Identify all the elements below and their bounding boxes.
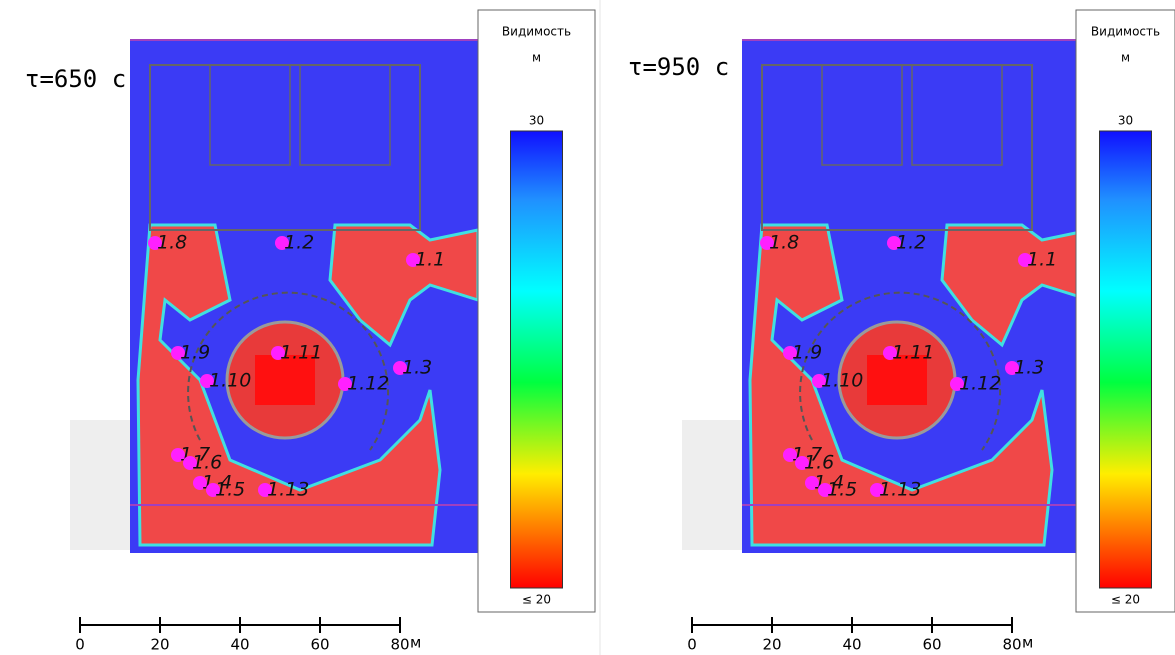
- building-outline: [299, 64, 391, 166]
- measure-point: [193, 476, 207, 490]
- point-label: 1.2: [284, 232, 314, 254]
- measure-point: [275, 236, 289, 250]
- point-label: 1.6: [804, 452, 834, 474]
- point-label: 1.8: [769, 232, 799, 254]
- panel: τ=650 с1.8 1.21.11.9 1.111.10 1.121.31.71.6…: [25, 39, 480, 553]
- measure-point: [148, 236, 162, 250]
- smoke-zone: [748, 223, 1054, 547]
- legend-max: 30: [529, 114, 544, 128]
- scale-label: 0: [687, 636, 697, 654]
- legend-unit: м: [532, 51, 541, 65]
- measure-point: [795, 456, 809, 470]
- point-label: 1.3: [1014, 357, 1044, 379]
- measure-point: [760, 236, 774, 250]
- scale-unit: м: [1022, 634, 1033, 652]
- measure-point: [200, 374, 214, 388]
- measure-point: [393, 361, 407, 375]
- circulation-ring: [799, 291, 1002, 451]
- scale-label: 40: [842, 636, 861, 654]
- building-outline: [821, 64, 903, 166]
- scale-label: 80: [390, 636, 409, 654]
- point-label: 1.3: [402, 357, 432, 379]
- measure-point: [258, 483, 272, 497]
- point-label: 1.8: [157, 232, 187, 254]
- measure-point: [183, 456, 197, 470]
- point-label: 1.9: [792, 342, 822, 364]
- legend-title: Видимость: [502, 25, 571, 39]
- measure-point: [1018, 253, 1032, 267]
- colorbar: [1099, 130, 1152, 589]
- colorbar: [510, 130, 563, 589]
- point-label: 1.1: [415, 249, 445, 271]
- point-label: 1.12: [347, 373, 389, 395]
- site-ground: [70, 420, 130, 550]
- point-label: 1.12: [959, 373, 1001, 395]
- smoke-zone: [136, 223, 442, 547]
- smoke-core: [255, 355, 315, 405]
- measure-point: [883, 346, 897, 360]
- point-label: 1.6: [192, 452, 222, 474]
- smoke-core: [867, 355, 927, 405]
- point-label: 1.2: [896, 232, 926, 254]
- measure-point: [783, 448, 797, 462]
- scale-label: 60: [922, 636, 941, 654]
- smoke-zone: [940, 223, 1092, 348]
- legend: Видимость м 30 ≤ 20: [477, 9, 596, 613]
- scale-bar: 0 20 40 60 80 м: [687, 617, 1033, 654]
- scale-label: 40: [230, 636, 249, 654]
- scale-label: 60: [310, 636, 329, 654]
- measure-point: [812, 374, 826, 388]
- measure-point: [338, 377, 352, 391]
- panel: τ=950 с1.8 1.21.11.9 1.111.10 1.121.31.71.6…: [628, 39, 1092, 553]
- scale-label: 80: [1002, 636, 1021, 654]
- scale-bar: 0 20 40 60 80 м: [75, 617, 421, 654]
- site-ground: [682, 420, 742, 550]
- point-label: 1.9: [180, 342, 210, 364]
- measure-point: [805, 476, 819, 490]
- circulation-ring: [187, 291, 390, 451]
- measure-point: [1005, 361, 1019, 375]
- time-label: τ=650 с: [25, 65, 126, 93]
- legend-min: ≤ 20: [1111, 593, 1140, 607]
- point-label: 1.5: [827, 479, 857, 501]
- scale-label: 20: [150, 636, 169, 654]
- measure-point: [271, 346, 285, 360]
- time-label: τ=950 с: [628, 53, 729, 81]
- legend-title: Видимость: [1091, 25, 1160, 39]
- legend-unit: м: [1121, 51, 1130, 65]
- building-outline: [911, 64, 1003, 166]
- point-label: 1.11: [892, 342, 934, 364]
- measure-point: [870, 483, 884, 497]
- building-outline: [209, 64, 291, 166]
- measure-point: [950, 377, 964, 391]
- point-label: 1.10: [821, 370, 863, 392]
- smoke-zone: [328, 223, 480, 348]
- measure-point: [171, 346, 185, 360]
- scale-unit: м: [410, 634, 421, 652]
- point-label: 1.1: [1027, 249, 1057, 271]
- measure-point: [206, 483, 220, 497]
- point-label: 1.13: [879, 479, 921, 501]
- point-label: 1.13: [267, 479, 309, 501]
- measure-point: [818, 483, 832, 497]
- measure-point: [171, 448, 185, 462]
- measure-point: [887, 236, 901, 250]
- legend-min: ≤ 20: [522, 593, 551, 607]
- point-label: 1.5: [215, 479, 245, 501]
- point-label: 1.11: [280, 342, 322, 364]
- legend: Видимость м 30 ≤ 20: [1075, 9, 1175, 613]
- scale-label: 0: [75, 636, 85, 654]
- point-label: 1.10: [209, 370, 251, 392]
- scale-label: 20: [762, 636, 781, 654]
- legend-max: 30: [1118, 114, 1133, 128]
- measure-point: [783, 346, 797, 360]
- measure-point: [406, 253, 420, 267]
